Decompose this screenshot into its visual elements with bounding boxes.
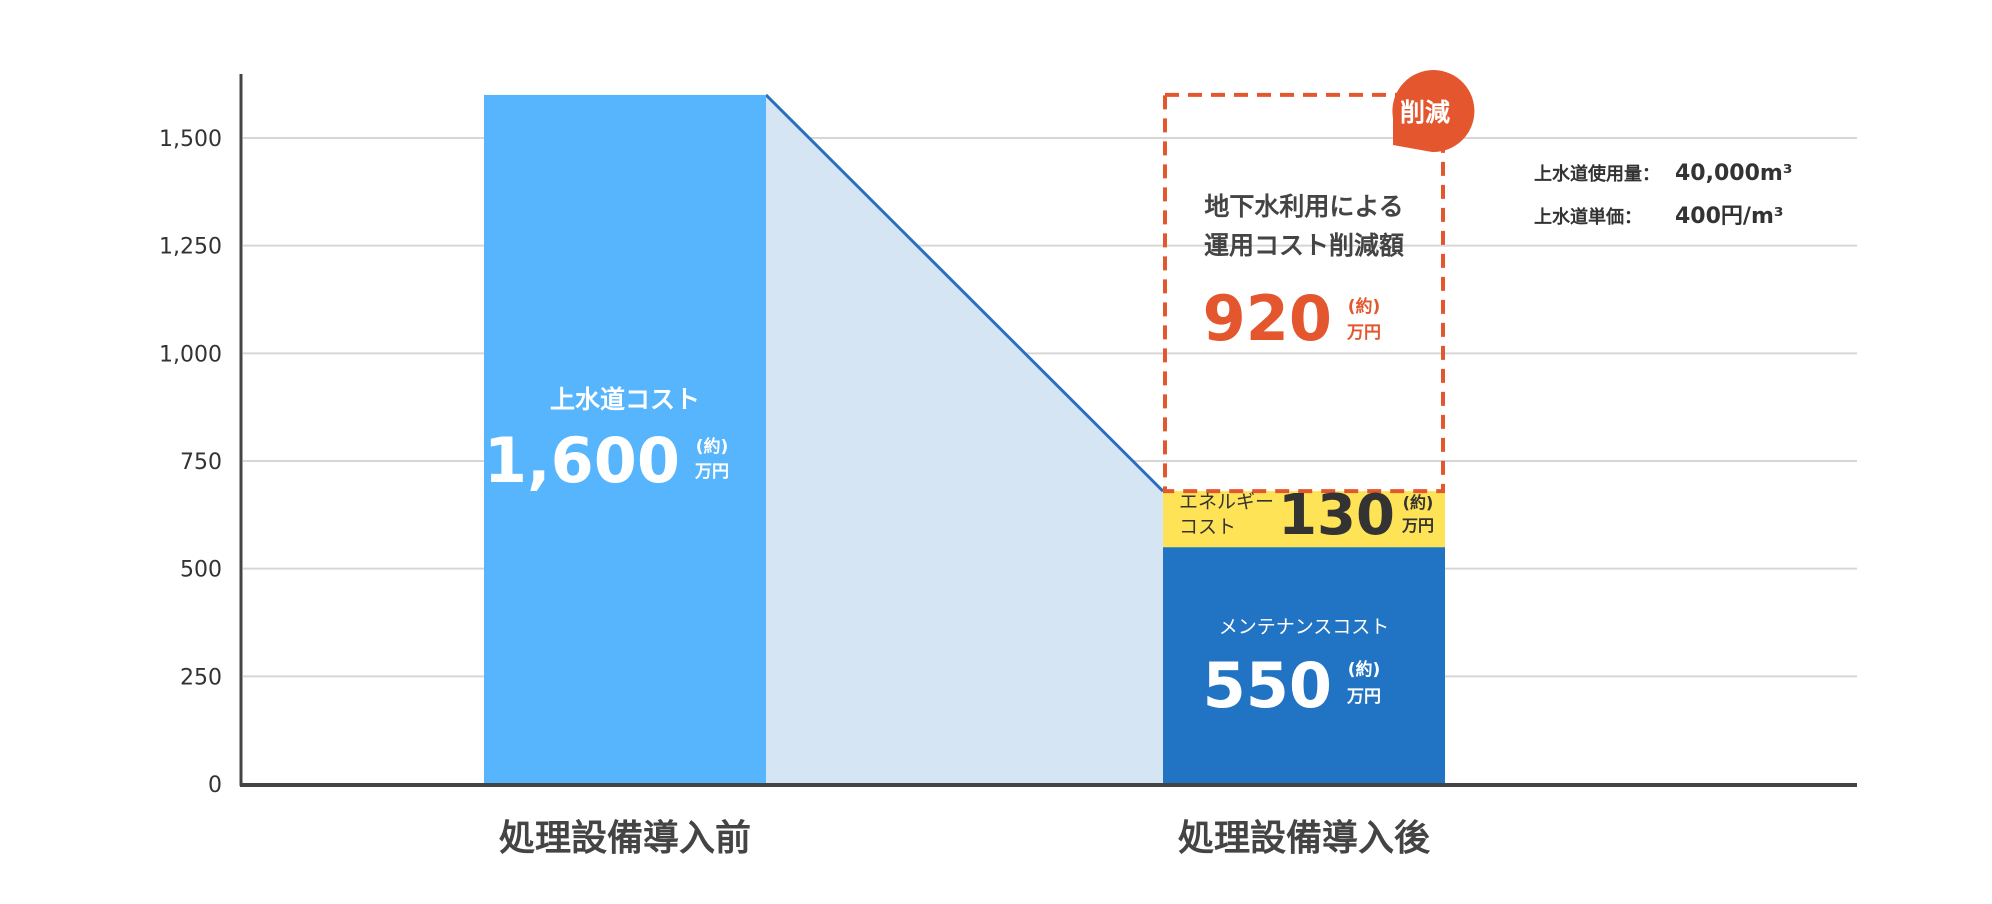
y-tick-label: 0 — [208, 773, 222, 798]
connector-line — [764, 93, 1165, 493]
energy-value: 130 — [1278, 483, 1395, 548]
price-value: 400円/m³ — [1675, 204, 1784, 229]
y-axis-ticks: 0 250 500 750 1,000 1,250 1,500 — [159, 127, 222, 798]
connector-area — [766, 94, 1163, 784]
usage-value: 40,000m³ — [1675, 161, 1792, 186]
x-label-before: 処理設備導入前 — [499, 818, 751, 859]
badge-bubble-icon — [1392, 70, 1475, 153]
y-tick-label: 250 — [180, 665, 222, 690]
y-tick-label: 1,000 — [159, 342, 222, 367]
water-cost-value: 1,600 — [484, 424, 680, 497]
badge-text: 削減 — [1400, 98, 1450, 127]
unit-approx: (約) — [696, 436, 729, 457]
bar-maintenance-cost — [1163, 547, 1445, 784]
bar-water-cost — [484, 94, 766, 784]
reduction-badge: 削減 — [1392, 70, 1475, 153]
energy-label-2: コスト — [1179, 516, 1236, 538]
unit-manyen: 万円 — [1346, 323, 1381, 343]
maintenance-value: 550 — [1203, 649, 1332, 722]
usage-label: 上水道使用量： — [1534, 163, 1660, 185]
reduction-dashed-box — [1163, 92, 1445, 494]
unit-manyen: 万円 — [694, 462, 729, 482]
water-cost-label: 上水道コスト — [550, 385, 700, 414]
unit-manyen: 万円 — [1346, 687, 1381, 707]
bar-energy-cost — [1163, 491, 1445, 548]
reduction-label-1: 地下水利用による — [1204, 192, 1403, 221]
reduction-label-2: 運用コスト削減額 — [1204, 231, 1404, 260]
y-tick-label: 750 — [180, 450, 222, 475]
unit-approx: (約) — [1403, 493, 1434, 512]
price-label: 上水道単価： — [1534, 206, 1642, 228]
maintenance-label: メンテナンスコスト — [1219, 616, 1390, 638]
y-tick-label: 1,250 — [159, 235, 222, 260]
y-tick-label: 1,500 — [159, 127, 222, 152]
y-tick-label: 500 — [180, 558, 222, 583]
x-label-after: 処理設備導入後 — [1178, 818, 1431, 859]
reduction-value: 920 — [1203, 282, 1332, 355]
unit-approx: (約) — [1348, 659, 1381, 680]
energy-label-1: エネルギー — [1179, 491, 1274, 513]
unit-manyen: 万円 — [1401, 516, 1434, 535]
unit-approx: (約) — [1348, 296, 1381, 317]
